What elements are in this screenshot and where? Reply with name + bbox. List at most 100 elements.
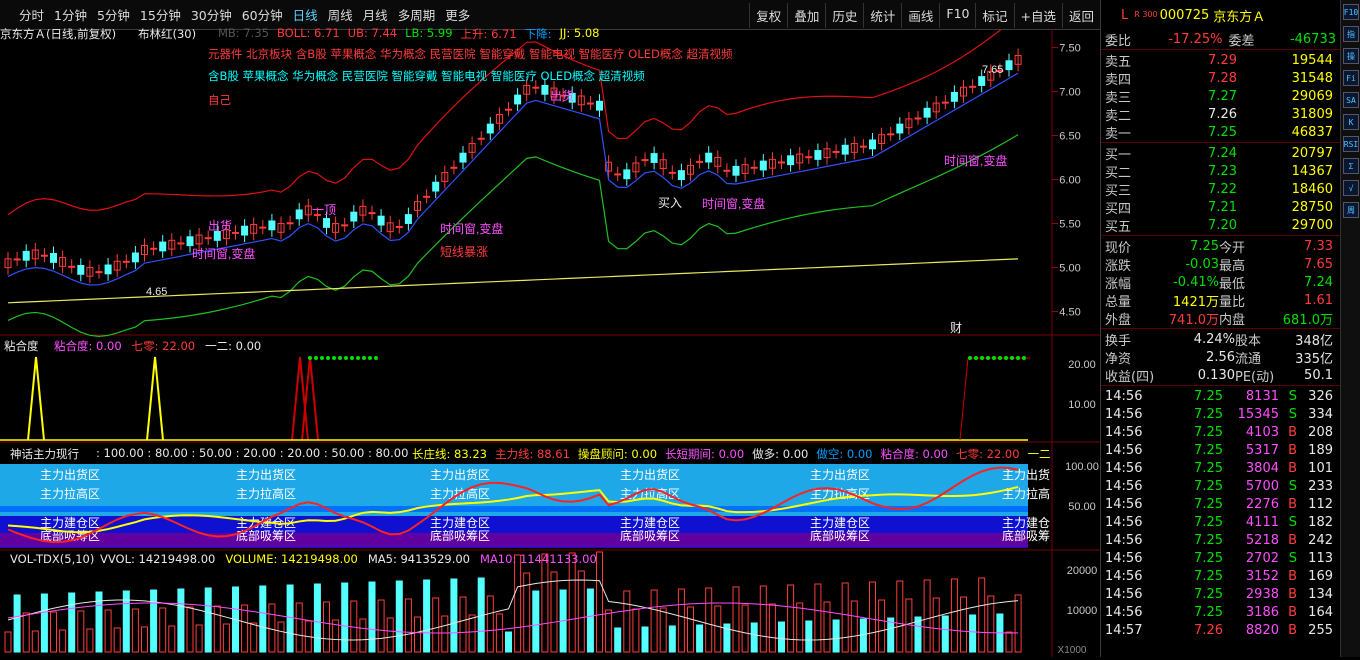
candle-body (477, 137, 485, 140)
tick-row-col0: 14:56 (1105, 604, 1143, 620)
volume-bar (177, 588, 185, 653)
zone-label: 底部吸筹区 (620, 528, 680, 543)
p2-dot (1004, 356, 1008, 360)
candle-body (696, 160, 704, 163)
candle-body (286, 222, 294, 225)
toolbar-btn-5[interactable]: F10 (939, 3, 975, 28)
volume-bar (323, 601, 330, 653)
tick-row-col0: 14:56 (1105, 478, 1143, 494)
tick-row-col1: 7.25 (1194, 424, 1223, 440)
toolbar-btn-3[interactable]: 统计 (863, 3, 901, 28)
ask-row-col0: 卖四 (1105, 72, 1132, 88)
tool-icon-7[interactable]: Σ (1343, 158, 1359, 174)
p3-value-4: 做多: 0.00 (752, 447, 809, 461)
candle-body (122, 260, 130, 263)
tick-row-col2: 3152 (1245, 568, 1279, 584)
volume-bar (878, 599, 886, 653)
p4-value-3: MA10: 11441133.00 (480, 552, 597, 566)
tool-icon-2[interactable]: 操 (1343, 48, 1359, 64)
period-5[interactable]: 60分钟 (241, 8, 283, 23)
volume-bar (13, 594, 21, 653)
toolbar-btn-1[interactable]: 叠加 (787, 3, 825, 28)
jj-line (7, 258, 1019, 304)
annotation-8: 时间窗,变盘 (944, 153, 1007, 168)
volume-bar (131, 608, 139, 653)
chart-area[interactable]: 7.50 7.00 6.50 6.00 5.50 5.00 4.50 7.65 4.65 出货 一顶… (0, 15, 1100, 657)
candle-body (323, 218, 330, 228)
candle-body (459, 152, 467, 163)
candle-body (978, 76, 986, 86)
volume-bar (150, 589, 158, 653)
period-1[interactable]: 1分钟 (54, 8, 87, 23)
tool-icon-9[interactable]: 周 (1343, 202, 1359, 218)
volume-bar (168, 625, 176, 653)
volume-bar (40, 593, 48, 653)
volume-bar (978, 577, 986, 653)
volume-bar (850, 600, 858, 653)
tick-row-col3: B (1288, 568, 1297, 584)
p2-value-0: 粘合度: 0.00 (54, 339, 122, 353)
tool-icon-5[interactable]: K (1343, 114, 1359, 130)
period-7[interactable]: 周线 (327, 8, 353, 23)
volume-bar (86, 628, 94, 653)
candle-body (368, 212, 376, 215)
tool-icon-0[interactable]: F10 (1343, 4, 1359, 20)
p4-value-2: MA5: 9413529.00 (367, 552, 471, 566)
tool-icon-6[interactable]: RSI (1343, 136, 1359, 152)
kline-chart[interactable]: 7.507.006.506.005.505.004.507.654.65出货一顶… (0, 15, 1100, 657)
period-3[interactable]: 15分钟 (139, 8, 181, 23)
tool-icon-1[interactable]: 指 (1343, 26, 1359, 42)
weibi-row: 委比 -17.25% 委差 -46733 (1101, 30, 1340, 49)
period-10[interactable]: 更多 (445, 8, 471, 23)
volume-bar (341, 582, 349, 653)
stat2-row-col2: 流通 (1235, 351, 1262, 367)
toolbar-btn-2[interactable]: 历史 (825, 3, 863, 28)
period-0[interactable]: 分时 (19, 8, 45, 23)
volume-bar (586, 588, 594, 653)
candle-body (468, 143, 476, 153)
annotation-4: 出货 (550, 88, 574, 103)
volume-bar (31, 630, 39, 653)
period-6[interactable]: 日线 (292, 8, 318, 23)
tool-icon-3[interactable]: Fi (1343, 70, 1359, 86)
p2-dot (1016, 356, 1020, 360)
candle-body (778, 161, 785, 164)
stat-row-col2: 量比 (1219, 294, 1246, 310)
vol-unit: X1000 (1058, 645, 1087, 656)
period-4[interactable]: 30分钟 (190, 8, 232, 23)
indicator-name[interactable]: 布林红(30) (138, 27, 197, 41)
volume-bar (641, 626, 649, 653)
bid-row-col1: 7.20 (1208, 217, 1237, 233)
tick-row: 14:56 7.25 5700 S 233 (1101, 477, 1340, 495)
period-9[interactable]: 多周期 (397, 8, 436, 23)
tick-row-col1: 7.25 (1194, 496, 1223, 512)
ask-row: 卖五 7.29 19544 (1101, 51, 1340, 70)
main-line (7, 466, 1019, 544)
candle-body (1014, 55, 1022, 65)
p2-dot (308, 356, 312, 360)
volume-bar (386, 617, 394, 653)
volume-bar (859, 618, 867, 653)
toolbar-btn-7[interactable]: +自选 (1013, 3, 1062, 28)
volume-bar (195, 624, 203, 653)
toolbar-btn-0[interactable]: 复权 (749, 3, 787, 28)
p2-dot (320, 356, 324, 360)
tool-icon-8[interactable]: √ (1343, 180, 1359, 196)
stock-title: 京东方Ａ(日线,前复权) (0, 27, 117, 41)
toolbar-btn-4[interactable]: 画线 (901, 3, 939, 28)
volume-bar (705, 587, 713, 653)
toolbar-btn-6[interactable]: 标记 (975, 3, 1013, 28)
tool-icon-4[interactable]: SA (1343, 92, 1359, 108)
period-8[interactable]: 月线 (362, 8, 388, 23)
ask-row-col0: 卖五 (1105, 54, 1132, 70)
candle-body (1005, 60, 1013, 71)
period-2[interactable]: 5分钟 (96, 8, 130, 23)
toolbar-btn-8[interactable]: 返回 (1061, 3, 1100, 28)
boll-label-0: MB: 7.35 (218, 26, 269, 40)
boll-label-4: 上升: 6.71 (460, 27, 517, 41)
tick-row-col3: B (1288, 532, 1297, 548)
bid-row-col2: 14367 (1291, 163, 1333, 179)
stat-row-col1: 7.25 (1190, 238, 1219, 254)
stat-row: 涨幅 -0.41% 最低 7.24 (1101, 273, 1340, 292)
ask-row-col2: 19544 (1291, 52, 1333, 68)
